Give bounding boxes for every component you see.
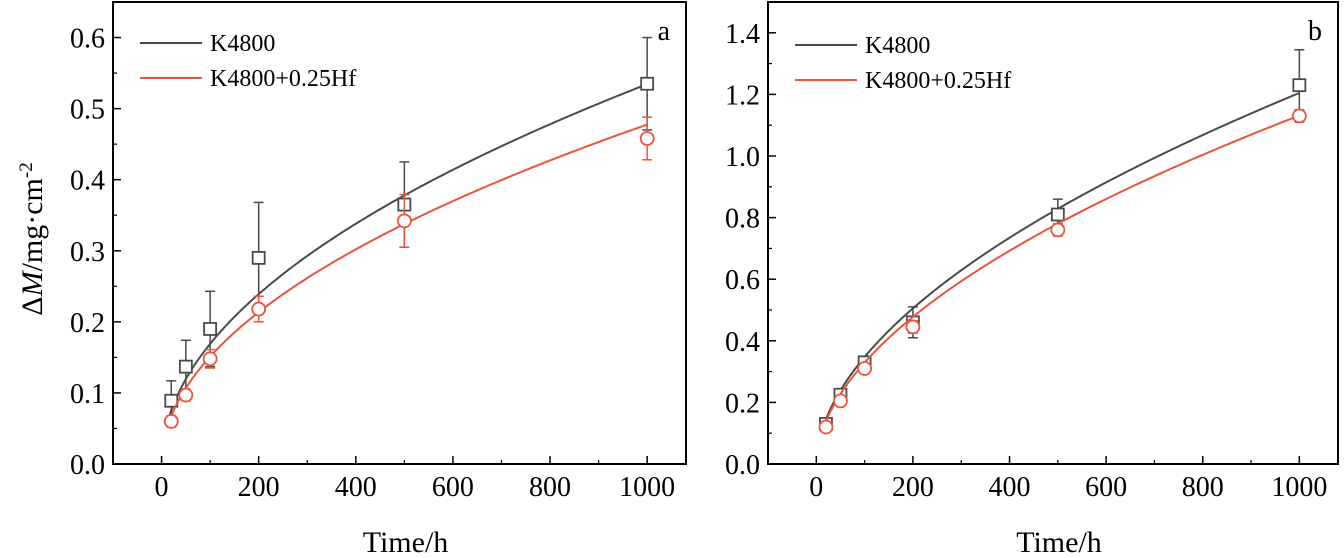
y-tick-label: 1.2 xyxy=(725,80,760,111)
data-point-circle xyxy=(396,213,412,229)
x-tick-label: 1000 xyxy=(1271,472,1327,503)
fit-curve xyxy=(821,114,1300,432)
legend-label: K4800 xyxy=(210,31,275,57)
y-tick-label: 0.1 xyxy=(70,379,105,410)
x-axis-label: Time/h xyxy=(1016,526,1102,558)
data-point-square xyxy=(1050,207,1065,222)
data-point-circle xyxy=(639,131,655,146)
x-axis-label: Time/h xyxy=(363,526,449,558)
y-tick-label: 1.4 xyxy=(725,19,760,50)
data-point-circle xyxy=(202,351,218,367)
panel-a: 0 200 400 600 800 1000 0.0 0.1 0.2 0.3 0.4 0.5 0.6 Ti… xyxy=(16,1,687,558)
series-k4800-hf: K4800+0.25Hf xyxy=(795,68,1307,435)
fit-curve xyxy=(166,123,648,428)
y-tick-label: 0.4 xyxy=(70,166,105,197)
fit-curve xyxy=(821,92,1300,431)
y-tick-label: 0.8 xyxy=(725,204,760,235)
x-tick-label: 0 xyxy=(809,472,823,503)
y-tick-label: 0.6 xyxy=(70,24,105,55)
data-point-square xyxy=(203,322,218,336)
y-tick-label: 0.6 xyxy=(725,265,760,296)
x-tick-label: 200 xyxy=(238,472,280,503)
x-tick-label: 1000 xyxy=(619,472,675,503)
x-tick-label: 800 xyxy=(529,472,571,503)
x-tick-label: 600 xyxy=(432,472,474,503)
data-point-circle xyxy=(178,387,194,403)
data-point-circle xyxy=(857,361,873,376)
x-tick-label: 0 xyxy=(155,472,169,503)
y-tick-label: 1.0 xyxy=(725,142,760,173)
y-tick-label: 0.2 xyxy=(725,388,760,419)
y-tick-label: 0.2 xyxy=(70,308,105,339)
data-point-circle xyxy=(251,301,267,317)
data-point-circle xyxy=(1291,108,1307,124)
y-tick-label: 0.0 xyxy=(725,450,760,481)
x-tick-label: 200 xyxy=(892,472,934,503)
series-k4800-hf: K4800+0.25Hf xyxy=(140,66,655,429)
panel-label: b xyxy=(1308,16,1322,47)
legend-label: K4800+0.25Hf xyxy=(865,68,1011,94)
data-point-square xyxy=(251,250,266,265)
y-tick-label: 0.5 xyxy=(70,95,105,126)
data-point-circle xyxy=(163,413,179,429)
x-tick-label: 600 xyxy=(1085,472,1127,503)
plot-frame xyxy=(767,1,1339,465)
data-point-circle xyxy=(818,419,834,435)
legend-label: K4800+0.25Hf xyxy=(210,66,356,92)
x-tick-label: 400 xyxy=(335,472,377,503)
y-axis-label: ΔM/mg·cm-2 xyxy=(16,162,50,315)
y-tick-label: 0.3 xyxy=(70,237,105,268)
plot-frame xyxy=(112,1,687,465)
data-point-circle xyxy=(1050,222,1066,238)
x-tick-label: 400 xyxy=(989,472,1031,503)
data-point-square xyxy=(640,76,655,91)
y-tick-label: 0.4 xyxy=(725,327,760,358)
data-point-square xyxy=(178,359,193,374)
x-tick-label: 800 xyxy=(1182,472,1224,503)
fit-curve xyxy=(166,83,648,423)
legend-label: K4800 xyxy=(865,33,930,59)
panel-label: a xyxy=(658,16,671,47)
data-point-circle xyxy=(905,319,921,335)
data-point-square xyxy=(1292,78,1307,93)
y-tick-label: 0.0 xyxy=(70,450,105,481)
panel-b: 0 200 400 600 800 1000 0.0 0.2 0.4 0.6 0.8 1.0 1.2 1.… xyxy=(725,1,1339,558)
data-point-square xyxy=(164,393,179,408)
data-point-circle xyxy=(833,393,848,409)
